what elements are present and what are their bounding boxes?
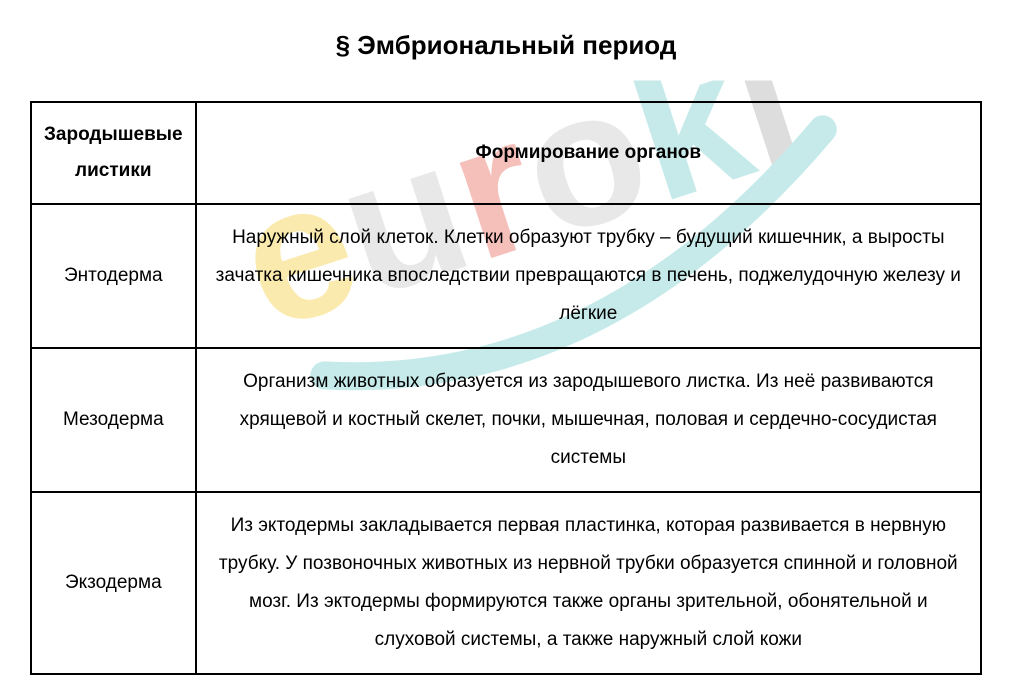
- column-header-organs: Формирование органов: [196, 102, 981, 204]
- document-content: § Эмбриональный период Зародышевые листи…: [0, 0, 1012, 695]
- table-header-row: Зародышевые листики Формирование органов: [31, 102, 981, 204]
- germ-layers-table: Зародышевые листики Формирование органов…: [30, 101, 982, 675]
- page-title-text: § Эмбриональный период: [336, 30, 677, 60]
- layer-desc-cell: Организм животных образуется из зародыше…: [196, 348, 981, 492]
- column-header-layer: Зародышевые листики: [31, 102, 196, 204]
- layer-desc-cell: Из эктодермы закладывается первая пласти…: [196, 492, 981, 674]
- table-row: Экзодерма Из эктодермы закладывается пер…: [31, 492, 981, 674]
- table-row: Энтодерма Наружный слой клеток. Клетки о…: [31, 204, 981, 348]
- layer-desc-cell: Наружный слой клеток. Клетки образуют тр…: [196, 204, 981, 348]
- layer-name-cell: Энтодерма: [31, 204, 196, 348]
- layer-name-cell: Мезодерма: [31, 348, 196, 492]
- table-row: Мезодерма Организм животных образуется и…: [31, 348, 981, 492]
- layer-name-cell: Экзодерма: [31, 492, 196, 674]
- page-title: § Эмбриональный период: [30, 30, 982, 61]
